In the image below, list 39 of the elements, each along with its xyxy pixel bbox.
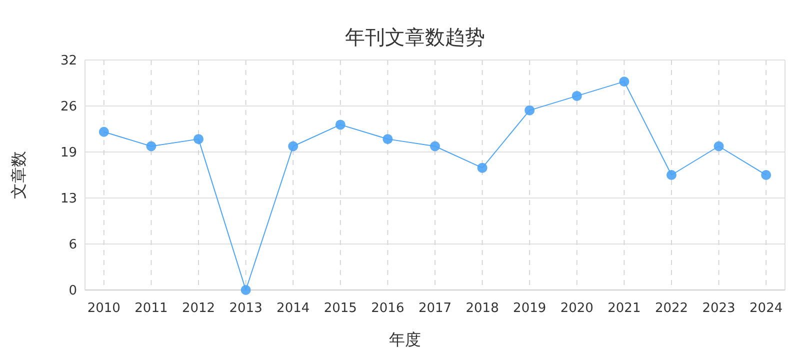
x-tick-label: 2011 xyxy=(134,301,168,316)
x-tick-label: 2018 xyxy=(466,301,499,316)
y-tick-label: 13 xyxy=(60,192,77,207)
point xyxy=(382,134,393,144)
x-tick-label: 2017 xyxy=(418,301,452,316)
chart-title: 年刊文章数趋势 xyxy=(345,25,485,49)
x-tick-label: 2022 xyxy=(654,301,688,316)
point xyxy=(146,141,156,152)
point xyxy=(524,105,535,116)
x-tick-label: 2024 xyxy=(750,301,783,316)
point xyxy=(666,170,676,180)
point xyxy=(477,162,488,173)
point xyxy=(430,141,440,152)
point xyxy=(194,134,204,144)
y-tick-label: 6 xyxy=(68,238,77,253)
x-tick-label: 2014 xyxy=(276,301,310,316)
x-tick-label: 2023 xyxy=(702,301,736,316)
x-axis-title: 年度 xyxy=(389,330,421,349)
x-tick-label: 2020 xyxy=(560,301,594,316)
y-axis-title: 文章数 xyxy=(9,151,28,199)
point xyxy=(714,141,724,152)
x-tick-label: 2021 xyxy=(608,301,641,316)
point xyxy=(335,120,346,130)
x-tick-label: 2015 xyxy=(324,301,357,316)
y-tick-label: 32 xyxy=(60,54,77,69)
point xyxy=(98,126,109,137)
point xyxy=(572,90,582,101)
point xyxy=(240,285,251,295)
x-tick-label: 2010 xyxy=(87,301,120,316)
x-tick-label: 2016 xyxy=(371,301,404,316)
y-tick-label: 0 xyxy=(68,284,77,299)
point xyxy=(288,141,298,152)
y-tick-label: 19 xyxy=(60,146,77,161)
x-tick-label: 2012 xyxy=(182,301,216,316)
y-tick-label: 26 xyxy=(60,100,77,115)
point xyxy=(619,76,630,87)
point xyxy=(761,170,772,180)
x-tick-label: 2013 xyxy=(229,301,262,316)
x-tick-label: 2019 xyxy=(513,301,546,316)
